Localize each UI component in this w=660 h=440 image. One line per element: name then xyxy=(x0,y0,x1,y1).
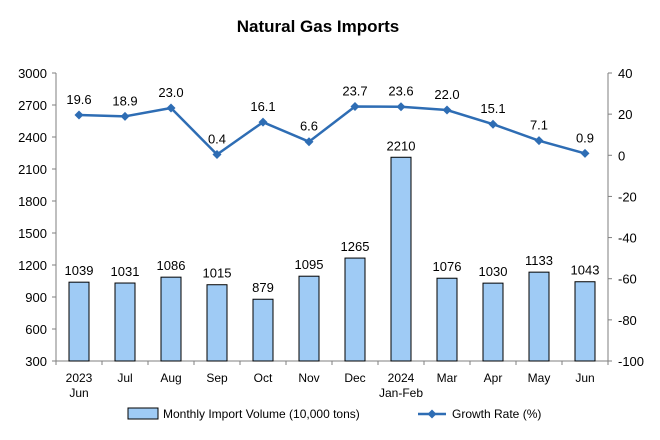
growth-value-label: 23.7 xyxy=(342,84,367,99)
growth-point xyxy=(166,103,176,113)
y-right-tick-label: 40 xyxy=(618,66,632,81)
bar xyxy=(252,298,274,362)
bar xyxy=(390,156,412,362)
growth-point xyxy=(580,148,590,158)
growth-value-label: 23.6 xyxy=(388,84,413,99)
y-right-tick-label: -60 xyxy=(618,272,637,287)
y-right-tick-label: -20 xyxy=(618,189,637,204)
growth-value-label: 19.6 xyxy=(66,92,91,107)
growth-value-label: 6.6 xyxy=(300,119,318,134)
x-tick-label: Mar xyxy=(437,371,458,385)
growth-point xyxy=(350,102,360,112)
growth-point xyxy=(396,102,406,112)
bar xyxy=(206,284,228,362)
y-left-tick-label: 300 xyxy=(25,354,47,369)
axes: 300 600 900 1200 1500 1800 2100 2400 2700 3000 -10… xyxy=(18,66,644,400)
bar-value-label: 1086 xyxy=(157,258,186,273)
bar xyxy=(68,281,90,362)
x-tick-label: Sep xyxy=(206,371,228,385)
growth-point xyxy=(488,119,498,129)
y-right-tick-label: -80 xyxy=(618,313,637,328)
growth-value-label: 18.9 xyxy=(112,93,137,108)
bar-value-label: 879 xyxy=(252,280,274,295)
growth-point xyxy=(120,111,130,121)
bar-value-label: 1095 xyxy=(295,257,324,272)
x-tick-label: Jan-Feb xyxy=(379,386,423,400)
data-labels: 1039 1031 1086 1015 879 1095 1265 2210 1076 1030 1… xyxy=(65,84,600,296)
bar xyxy=(528,271,550,362)
bar-value-label: 1030 xyxy=(479,264,508,279)
y-right-tick-label: -100 xyxy=(618,354,644,369)
legend-bar-swatch xyxy=(127,407,159,420)
growth-point xyxy=(534,136,544,146)
growth-value-label: 7.1 xyxy=(530,118,548,133)
y-left-tick-label: 1200 xyxy=(18,258,47,273)
y-right-tick-label: 0 xyxy=(618,148,625,163)
x-tick-label: Jun xyxy=(575,371,594,385)
growth-value-label: 16.1 xyxy=(250,99,275,114)
x-tick-label: Jul xyxy=(117,371,132,385)
bar xyxy=(160,276,182,362)
legend-bar-label: Monthly Import Volume (10,000 tons) xyxy=(163,407,360,421)
bar-value-label: 2210 xyxy=(387,138,416,153)
y-right-tick-label: 20 xyxy=(618,107,632,122)
chart-title: Natural Gas Imports xyxy=(237,17,400,36)
growth-point xyxy=(258,117,268,127)
x-tick-label: 2023 xyxy=(66,371,93,385)
growth-value-label: 15.1 xyxy=(480,101,505,116)
bar-value-label: 1265 xyxy=(341,239,370,254)
bar-value-label: 1031 xyxy=(111,264,140,279)
bar-value-label: 1076 xyxy=(433,259,462,274)
bar xyxy=(436,277,458,362)
growth-value-label: 22.0 xyxy=(434,87,459,102)
growth-point xyxy=(74,110,84,120)
growth-point xyxy=(212,149,222,159)
y-left-tick-label: 1800 xyxy=(18,194,47,209)
growth-value-label: 23.0 xyxy=(158,85,183,100)
bar xyxy=(114,282,136,362)
y-left-tick-label: 2700 xyxy=(18,98,47,113)
y-left-tick-label: 600 xyxy=(25,322,47,337)
y-left-tick-label: 2400 xyxy=(18,130,47,145)
legend-line-marker xyxy=(427,409,437,419)
y-left-tick-label: 2100 xyxy=(18,162,47,177)
y-left-tick-label: 1500 xyxy=(18,226,47,241)
x-tick-label: Aug xyxy=(160,371,181,385)
growth-value-label: 0.4 xyxy=(208,131,226,146)
bar xyxy=(574,281,596,362)
bars xyxy=(68,156,596,362)
x-tick-label: Jun xyxy=(69,386,88,400)
x-tick-label: 2024 xyxy=(388,371,415,385)
bar-value-label: 1015 xyxy=(203,266,232,281)
y-left-tick-label: 3000 xyxy=(18,66,47,81)
growth-point xyxy=(442,105,452,115)
bar-value-label: 1043 xyxy=(571,263,600,278)
x-tick-label: Apr xyxy=(484,371,503,385)
growth-value-label: 0.9 xyxy=(576,130,594,145)
bar xyxy=(482,282,504,362)
legend-line-label: Growth Rate (%) xyxy=(452,407,541,421)
x-tick-label: Dec xyxy=(344,371,365,385)
growth-point xyxy=(304,137,314,147)
bar-value-label: 1133 xyxy=(525,253,553,268)
legend: Monthly Import Volume (10,000 tons) Growt… xyxy=(127,407,541,421)
x-tick-label: May xyxy=(528,371,551,385)
growth-line-path xyxy=(78,105,586,157)
bar xyxy=(298,275,320,362)
x-tick-label: Oct xyxy=(254,371,273,385)
bar-value-label: 1039 xyxy=(65,263,94,278)
growth-line xyxy=(74,102,590,159)
x-tick-label: Nov xyxy=(298,371,319,385)
y-left-tick-label: 900 xyxy=(25,290,47,305)
bar xyxy=(344,257,366,362)
y-right-tick-label: -40 xyxy=(618,231,637,246)
